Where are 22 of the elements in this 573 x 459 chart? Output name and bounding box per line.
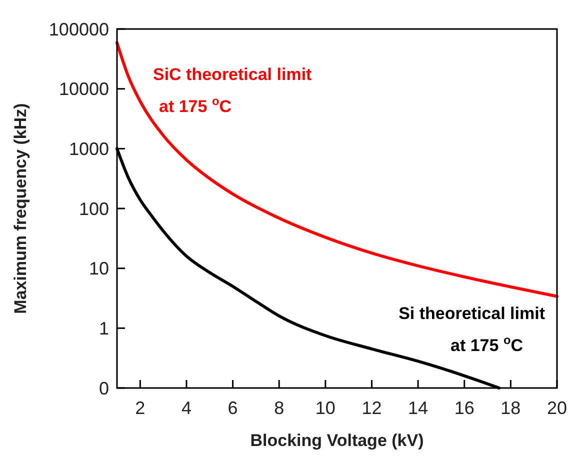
x-axis-title: Blocking Voltage (kV) [250, 431, 424, 450]
y-tick-label: 10 [88, 258, 109, 279]
x-tick-label: 20 [546, 398, 568, 418]
y-tick-label: 10000 [58, 79, 109, 100]
x-tick-label: 4 [181, 398, 192, 418]
x-tick-label: 6 [228, 398, 238, 418]
x-tick-label: 16 [454, 398, 474, 418]
series-label: SiC theoretical limit at 175 $^{o}$C [153, 65, 312, 116]
y-tick-label: 100 [78, 198, 109, 219]
y-tick-label: 1000 [68, 138, 109, 159]
y-tick-label: 0 [98, 378, 109, 398]
x-tick-label: 14 [408, 398, 428, 418]
y-tick-label: 100000 [48, 19, 109, 40]
x-tick-label: 12 [362, 398, 382, 418]
y-tick-label: 1 [98, 318, 109, 338]
x-tick-label: 18 [500, 398, 521, 418]
x-tick-label: 2 [135, 398, 146, 418]
y-axis-title: Maximum frequency (kHz) [11, 103, 30, 314]
line-series [116, 41, 558, 298]
series-label: Si theoretical limit at 175 $^{o}$C [398, 304, 546, 355]
x-tick-label: 10 [315, 398, 336, 418]
x-tick-label: 8 [274, 398, 284, 418]
